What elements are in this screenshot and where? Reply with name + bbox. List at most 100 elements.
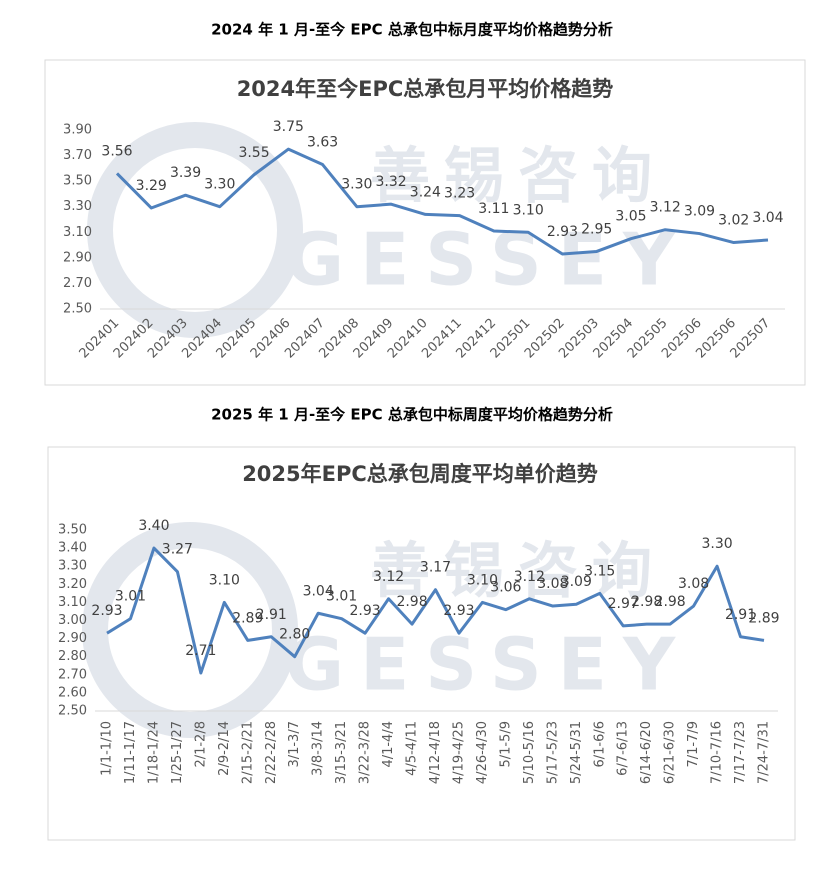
data-label: 2.91 [256,607,287,623]
x-tick-label: 3/8-3/14 [311,721,326,776]
x-tick-label: 3/1-3/7 [287,721,302,768]
data-label: 2.93 [350,603,381,619]
y-tick-label: 2.50 [63,302,92,317]
y-tick-label: 2.50 [58,704,87,719]
x-tick-label: 4/19-4/25 [451,721,466,784]
x-tick-label: 4/5-4/11 [405,721,420,776]
x-tick-label: 2/9-2/14 [217,721,232,776]
data-label: 3.56 [101,143,132,159]
data-label: 3.10 [513,202,544,218]
x-tick-label: 2/15-2/21 [240,721,255,784]
y-tick-label: 2.80 [58,649,87,664]
chart-frame [47,446,796,841]
data-label: 2.95 [581,221,612,237]
data-label: 3.40 [138,518,169,534]
y-tick-label: 3.10 [63,225,92,240]
data-label: 2.80 [279,627,310,643]
data-label: 2.98 [655,594,686,610]
x-tick-label: 6/14-6/20 [639,721,654,784]
x-tick-label: 7/1-7/9 [686,721,701,768]
y-tick-label: 3.20 [58,577,87,592]
y-tick-label: 2.90 [63,250,92,265]
data-label: 3.55 [238,145,269,161]
chart-title: 2024年至今EPC总承包月平均价格趋势 [237,77,614,101]
x-tick-label: 7/10-7/16 [710,721,725,784]
y-tick-label: 3.30 [58,559,87,574]
watermark: 善锡咨询 [370,537,666,607]
data-label: 2.97 [608,596,639,612]
data-label: 3.12 [514,569,545,585]
x-tick-label: 4/12-4/18 [428,721,443,784]
y-tick-label: 2.60 [58,685,87,700]
data-label: 3.30 [701,536,732,552]
x-tick-label: 4/1-4/4 [381,721,396,768]
x-tick-label: 3/22-3/28 [358,721,373,784]
x-tick-label: 6/7-6/13 [616,721,631,776]
data-label: 3.27 [162,542,193,558]
data-label: 3.10 [467,572,498,588]
data-label: 3.24 [410,184,441,200]
y-tick-label: 3.50 [63,174,92,189]
x-tick-label: 7/24-7/31 [757,721,772,784]
y-tick-label: 3.30 [63,199,92,214]
data-label: 3.63 [307,135,338,151]
y-tick-label: 3.50 [58,523,87,538]
watermark: GESSEY [285,218,691,302]
data-label: 3.10 [209,572,240,588]
x-tick-label: 2/22-2/28 [264,721,279,784]
y-tick-label: 3.90 [63,123,92,138]
data-label: 3.23 [444,186,475,202]
data-label: 2.89 [232,610,263,626]
x-tick-label: 6/21-6/30 [663,721,678,784]
data-label: 2.71 [185,643,216,659]
data-label: 3.32 [376,174,407,190]
chart-title: 2025年EPC总承包周度平均单价趋势 [242,462,598,486]
data-label: 3.30 [204,177,235,193]
data-label: 3.75 [273,119,304,135]
x-tick-label: 4/26-4/30 [475,721,490,784]
data-label: 2.89 [748,610,779,626]
data-label: 3.02 [718,213,749,229]
data-label: 2.91 [725,607,756,623]
x-tick-label: 1/1-1/10 [100,721,115,776]
data-label: 3.01 [115,589,146,605]
data-label: 3.17 [420,560,451,576]
data-label: 3.12 [650,200,681,216]
x-tick-label: 1/18-1/24 [146,721,161,784]
data-label: 3.12 [373,569,404,585]
y-tick-label: 2.70 [58,667,87,682]
data-label: 3.01 [326,589,357,605]
watermark-ring [82,522,298,738]
heading: 2024 年 1 月-至今 EPC 总承包中标月度平均价格趋势分析 [211,21,613,39]
x-tick-label: 1/11-1/17 [123,721,138,784]
data-label: 3.06 [490,580,521,596]
y-tick-label: 3.10 [58,595,87,610]
data-label: 3.39 [170,165,201,181]
x-tick-label: 3/15-3/21 [334,721,349,784]
data-label: 3.04 [303,583,334,599]
heading: 2025 年 1 月-至今 EPC 总承包中标周度平均价格趋势分析 [211,406,613,424]
line [115,147,769,256]
x-tick-label: 6/1-6/6 [592,721,607,768]
data-label: 3.11 [478,201,509,217]
watermark: 善锡咨询 [370,142,666,212]
data-label: 2.93 [91,603,122,619]
watermark: GESSEY [285,623,691,707]
data-label: 3.09 [684,204,715,220]
line [106,546,765,675]
x-tick-label: 5/1-5/9 [498,721,513,768]
x-tick-label: 1/25-1/27 [170,721,185,784]
x-tick-label: 5/24-5/31 [569,721,584,784]
x-tick-label: 5/10-5/16 [522,721,537,784]
data-label: 3.05 [615,209,646,225]
data-label: 3.30 [341,177,372,193]
watermark-ring [87,122,303,338]
data-label: 3.08 [678,576,709,592]
y-tick-label: 3.40 [58,541,87,556]
x-tick-label: 2/1-2/8 [193,721,208,768]
data-label: 2.93 [443,603,474,619]
data-label: 3.29 [136,178,167,194]
data-label: 2.98 [631,594,662,610]
y-tick-label: 2.70 [63,276,92,291]
